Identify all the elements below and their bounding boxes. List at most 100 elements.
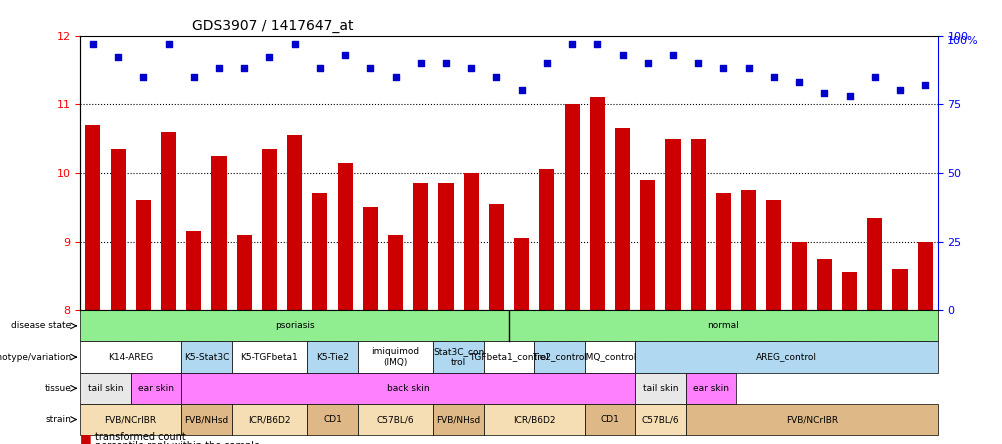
Point [287,40,303,48]
Point [513,87,529,94]
Bar [715,194,730,310]
Bar [85,125,100,310]
Bar [231,404,307,435]
Bar [231,341,307,373]
Point [387,73,403,80]
Bar [584,404,634,435]
Point [362,65,378,72]
Bar [488,204,503,310]
Point [563,40,579,48]
Bar [685,404,937,435]
Point [766,73,782,80]
Text: FVB/NHsd: FVB/NHsd [184,415,228,424]
Bar [130,373,181,404]
Text: FVB/NCrIBR: FVB/NCrIBR [104,415,156,424]
Bar [388,235,403,310]
Bar [307,341,358,373]
Text: psoriasis: psoriasis [275,321,315,330]
Point [235,65,252,72]
Point [185,73,201,80]
Point [85,40,101,48]
Bar [740,190,756,310]
Bar [211,156,226,310]
Point [866,73,882,80]
Bar [463,173,478,310]
Bar [867,218,882,310]
Text: ■: ■ [80,432,92,444]
Point [160,40,176,48]
Point [337,51,353,58]
Bar [413,183,428,310]
Text: C57BL/6: C57BL/6 [377,415,414,424]
Point [614,51,630,58]
Text: ICR/B6D2: ICR/B6D2 [247,415,291,424]
Bar [791,242,806,310]
Text: CD1: CD1 [600,415,618,424]
Bar [186,231,201,310]
Bar [589,97,604,310]
Text: transformed count: transformed count [95,432,185,442]
Bar [685,373,735,404]
Bar [564,104,579,310]
Bar [584,341,634,373]
Bar [363,207,378,310]
Bar [358,404,433,435]
Text: ICR/B6D2: ICR/B6D2 [512,415,555,424]
Bar [358,341,433,373]
Point [110,54,126,61]
Text: disease state: disease state [11,321,71,330]
Text: FVB/NHsd: FVB/NHsd [436,415,480,424]
Bar [634,404,685,435]
Bar [690,139,705,310]
Text: tail skin: tail skin [642,384,677,393]
Bar [312,194,327,310]
Text: percentile rank within the sample: percentile rank within the sample [95,440,261,444]
Point [210,65,226,72]
Bar [80,310,508,341]
Bar [483,341,534,373]
Bar [135,200,150,310]
Bar [766,200,781,310]
Text: normal: normal [706,321,738,330]
Bar [181,341,231,373]
Bar [307,404,358,435]
Bar [110,149,125,310]
Point [312,65,328,72]
Bar [508,310,937,341]
Text: ear skin: ear skin [692,384,728,393]
Point [916,81,932,88]
Bar [236,235,252,310]
Point [639,59,655,67]
Text: genotype/variation: genotype/variation [0,353,71,361]
Bar [80,373,130,404]
Bar [917,242,932,310]
Bar [634,341,937,373]
Point [538,59,554,67]
Bar [80,341,181,373]
Point [714,65,730,72]
Text: K5-Stat3C: K5-Stat3C [183,353,228,361]
Bar [181,404,231,435]
Bar [160,132,176,310]
Text: K5-Tie2: K5-Tie2 [316,353,349,361]
Point [412,59,428,67]
Text: IMQ_control: IMQ_control [582,353,636,361]
Text: ■: ■ [80,440,92,444]
Text: strain: strain [45,415,71,424]
Text: back skin: back skin [387,384,429,393]
Text: tissue: tissue [44,384,71,393]
Text: C57BL/6: C57BL/6 [641,415,678,424]
Point [589,40,605,48]
Point [438,59,454,67]
Text: Stat3C_con
trol: Stat3C_con trol [433,347,484,367]
Bar [337,163,353,310]
Bar [514,238,529,310]
Text: ear skin: ear skin [137,384,173,393]
Bar [80,404,181,435]
Text: Tie2_control: Tie2_control [531,353,586,361]
Point [463,65,479,72]
Bar [287,135,302,310]
Text: AREG_control: AREG_control [756,353,817,361]
Text: FVB/NCrIBR: FVB/NCrIBR [785,415,837,424]
Bar [892,269,907,310]
